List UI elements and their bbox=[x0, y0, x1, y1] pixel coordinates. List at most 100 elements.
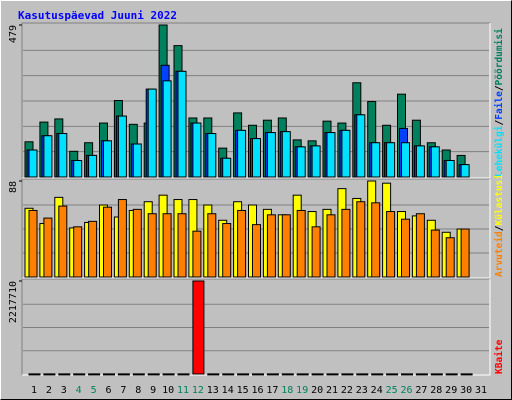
x-tick-label: 5 bbox=[91, 385, 97, 396]
chart-title: Kasutuspäevad Juuni 2022 bbox=[18, 9, 177, 22]
bar bbox=[237, 373, 250, 376]
bar bbox=[58, 133, 68, 178]
bar bbox=[28, 373, 41, 376]
bar bbox=[162, 213, 172, 278]
bar bbox=[117, 373, 130, 376]
bar bbox=[281, 214, 291, 278]
bar bbox=[401, 218, 410, 278]
bar bbox=[28, 209, 38, 278]
bar bbox=[43, 217, 53, 278]
bar bbox=[326, 214, 336, 278]
bar bbox=[73, 226, 83, 278]
bar bbox=[73, 159, 83, 178]
bar bbox=[177, 373, 190, 376]
y-tick-label: 88 bbox=[8, 181, 19, 193]
bar bbox=[177, 213, 187, 278]
x-tick-label: 8 bbox=[135, 385, 141, 396]
bar bbox=[460, 228, 470, 278]
x-tick-label: 13 bbox=[207, 385, 219, 396]
bar bbox=[341, 208, 351, 278]
x-tick-label: 3 bbox=[61, 385, 67, 396]
bar bbox=[415, 213, 425, 278]
x-tick-label: 26 bbox=[400, 385, 412, 396]
legend-separator: / bbox=[494, 85, 505, 91]
bar bbox=[162, 373, 175, 376]
legend: Lehekülgi/Faile/Pöördumisi bbox=[494, 28, 505, 177]
x-tick-label: 10 bbox=[162, 385, 174, 396]
bar bbox=[445, 373, 458, 376]
x-tick-label: 14 bbox=[222, 385, 234, 396]
bar bbox=[430, 229, 440, 278]
y-tick-label: 479 bbox=[8, 25, 19, 43]
bar bbox=[445, 159, 455, 178]
bar bbox=[192, 122, 202, 178]
bar bbox=[177, 70, 187, 178]
bar bbox=[252, 373, 264, 376]
bar bbox=[43, 373, 56, 376]
x-tick-label: 17 bbox=[266, 385, 278, 396]
bar bbox=[356, 114, 366, 178]
bar bbox=[237, 209, 247, 278]
bar bbox=[371, 373, 384, 376]
bar bbox=[341, 373, 354, 376]
bar bbox=[296, 373, 309, 376]
bar bbox=[266, 132, 276, 178]
bar bbox=[222, 373, 235, 376]
bar bbox=[326, 373, 339, 376]
x-tick-label: 20 bbox=[311, 385, 323, 396]
x-tick-label: 29 bbox=[445, 385, 457, 396]
bar bbox=[460, 373, 473, 376]
bar bbox=[415, 373, 428, 376]
bar bbox=[371, 142, 381, 178]
bar bbox=[356, 201, 366, 278]
x-tick-label: 2 bbox=[46, 385, 52, 396]
x-tick-label: 22 bbox=[341, 385, 353, 396]
bar bbox=[296, 146, 306, 178]
x-tick-label: 11 bbox=[177, 385, 189, 396]
bar bbox=[58, 205, 68, 278]
x-tick-label: 19 bbox=[296, 385, 308, 396]
x-tick-label: 6 bbox=[105, 385, 111, 396]
bar bbox=[222, 223, 232, 278]
x-tick-label: 25 bbox=[386, 385, 398, 396]
legend-entry: Külastusi bbox=[494, 174, 505, 226]
bar bbox=[311, 145, 321, 178]
bar bbox=[132, 373, 145, 376]
bar bbox=[341, 129, 351, 178]
bar bbox=[311, 373, 324, 376]
bar bbox=[266, 214, 276, 278]
bar bbox=[281, 131, 291, 178]
bar bbox=[430, 146, 440, 178]
x-tick-label: 16 bbox=[251, 385, 263, 396]
legend: KBaite bbox=[494, 339, 505, 374]
bar bbox=[162, 80, 172, 178]
bar bbox=[192, 280, 205, 375]
bar bbox=[132, 208, 142, 278]
bar bbox=[460, 164, 470, 178]
bar bbox=[117, 199, 127, 278]
bar bbox=[252, 138, 261, 178]
legend-separator: / bbox=[494, 225, 505, 231]
bar bbox=[386, 211, 396, 278]
x-tick-label: 15 bbox=[237, 385, 249, 396]
bar bbox=[88, 220, 98, 278]
bar bbox=[371, 202, 381, 278]
bar bbox=[147, 373, 160, 376]
legend-entry: Lehekülgi bbox=[494, 125, 505, 177]
bar bbox=[311, 226, 321, 278]
panel-edge bbox=[22, 23, 491, 179]
bar bbox=[207, 133, 217, 178]
bar bbox=[207, 213, 217, 278]
x-tick-label: 31 bbox=[475, 385, 487, 396]
bar bbox=[73, 373, 86, 376]
bar bbox=[386, 373, 399, 376]
bar bbox=[401, 142, 410, 178]
bar bbox=[58, 373, 71, 376]
bar bbox=[192, 230, 202, 278]
bar bbox=[222, 157, 232, 178]
x-tick-label: 27 bbox=[415, 385, 427, 396]
x-tick-label: 24 bbox=[371, 385, 383, 396]
y-tick-label: 2217710 bbox=[8, 281, 19, 323]
legend-entry: Faile bbox=[494, 91, 505, 120]
